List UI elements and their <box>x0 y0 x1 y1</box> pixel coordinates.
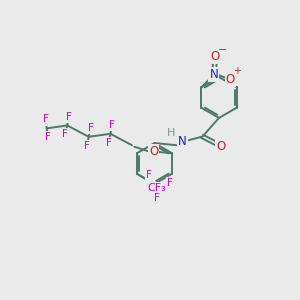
Text: O: O <box>211 50 220 63</box>
Text: F: F <box>154 193 160 203</box>
Text: F: F <box>45 132 51 142</box>
Text: −: − <box>218 44 228 55</box>
Text: F: F <box>84 141 90 151</box>
Text: H: H <box>167 128 175 139</box>
Text: O: O <box>149 145 158 158</box>
Text: O: O <box>226 73 235 86</box>
Text: CF₃: CF₃ <box>148 183 167 193</box>
Text: F: F <box>88 123 93 133</box>
Text: N: N <box>178 135 187 148</box>
Text: O: O <box>217 140 226 153</box>
Text: F: F <box>167 178 173 188</box>
Text: F: F <box>106 138 112 148</box>
Text: F: F <box>66 112 72 122</box>
Text: F: F <box>62 129 68 139</box>
Text: F: F <box>146 170 152 181</box>
Text: +: + <box>233 66 241 76</box>
Text: N: N <box>210 68 218 81</box>
Text: F: F <box>43 115 48 124</box>
Text: F: F <box>109 120 115 130</box>
